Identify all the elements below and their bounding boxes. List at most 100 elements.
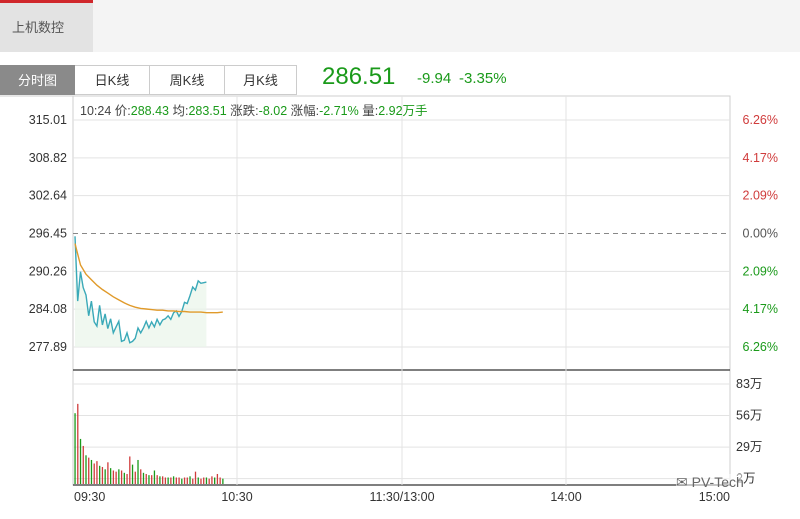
volume-bar [85, 455, 87, 484]
volume-tick-label: 29万 [736, 440, 762, 454]
price-change-pct: -3.35% [459, 70, 507, 87]
volume-bar [79, 438, 82, 484]
volume-bar [131, 464, 134, 484]
price-change: -9.94 [417, 70, 452, 87]
info-price-label: 价: [114, 104, 131, 118]
volume-bar [216, 473, 219, 484]
tab-daily-k[interactable]: 日K线 [75, 65, 150, 95]
info-vol: 2.92万手 [378, 104, 428, 118]
y-tick-pct-label: 4.17% [743, 151, 778, 165]
volume-bar [219, 477, 221, 484]
volume-bar [222, 478, 224, 484]
price-area [75, 236, 207, 347]
volume-bar [151, 475, 153, 484]
y-tick-pct-label: 0.00% [743, 227, 778, 241]
tab-monthly-k[interactable]: 月K线 [225, 65, 297, 95]
volume-tick-label: 83万 [736, 377, 762, 391]
volume-bar [172, 476, 175, 484]
watermark-text: PV-Tech [691, 474, 744, 490]
period-tabs: 分时图 日K线 周K线 月K线 [0, 65, 297, 95]
volume-bar [189, 476, 191, 484]
x-tick-label: 15:00 [699, 490, 730, 504]
volume-bar [115, 471, 117, 484]
volume-bar [129, 456, 131, 484]
current-price: 286.51 [322, 63, 396, 90]
x-tick-label: 11:30/13:00 [369, 490, 434, 504]
volume-bar [96, 461, 98, 484]
active-indicator [0, 0, 93, 3]
tab-weekly-k[interactable]: 周K线 [150, 65, 225, 95]
volume-bar [77, 403, 79, 484]
volume-bar [126, 473, 128, 484]
info-change: -8.02 [258, 104, 288, 118]
volume-bar [203, 477, 205, 484]
y-tick-pct-label: 4.17% [743, 302, 778, 316]
volume-bar [101, 466, 104, 484]
y-tick-pct-label: 6.26% [743, 340, 778, 354]
volume-bar [93, 463, 95, 484]
volume-bar [140, 469, 142, 484]
volume-bar [208, 478, 210, 484]
volume-bar [104, 469, 106, 484]
tab-intraday[interactable]: 分时图 [0, 65, 75, 95]
y-tick-pct-label: 6.26% [743, 113, 778, 127]
volume-bar [175, 477, 177, 484]
volume-bar [88, 457, 90, 484]
volume-bar [90, 459, 93, 484]
y-tick-label: 296.45 [29, 227, 67, 241]
volume-bar [109, 468, 112, 484]
volume-bar [137, 459, 139, 484]
volume-bar [120, 470, 123, 484]
volume-bar [211, 476, 213, 484]
volume-bar [183, 477, 186, 484]
volume-bar [82, 445, 84, 484]
y-tick-label: 308.82 [29, 151, 67, 165]
volume-tick-label: 56万 [736, 409, 762, 423]
volume-bar [194, 471, 197, 484]
info-change-label: 涨跌: [230, 104, 259, 118]
volume-bar [197, 477, 199, 484]
stock-name-tab[interactable]: 上机数控 [0, 3, 93, 52]
volume-bar [148, 475, 150, 484]
info-vol-label: 量: [362, 104, 379, 118]
volume-bar [118, 469, 120, 484]
top-bar [0, 0, 800, 52]
volume-bar [145, 473, 147, 484]
volume-bar [156, 475, 158, 484]
x-tick-label: 10:30 [221, 490, 252, 504]
volume-bar [170, 477, 172, 484]
volume-bar [164, 477, 167, 484]
volume-bar [162, 476, 164, 484]
x-tick-label: 09:30 [74, 490, 105, 504]
y-tick-label: 290.26 [29, 264, 67, 278]
volume-bar [167, 477, 169, 484]
volume-bar [134, 471, 136, 484]
y-tick-label: 284.08 [29, 302, 67, 316]
volume-bar [178, 477, 180, 484]
info-time: 10:24 [80, 104, 112, 118]
info-bar: 10:24 价:288.43 均:283.51 涨跌:-8.02 涨幅:-2.7… [80, 100, 428, 119]
volume-bar [123, 472, 125, 484]
average-line [74, 243, 223, 314]
y-tick-pct-label: 2.09% [743, 264, 778, 278]
watermark: ✉ PV-Tech [676, 474, 744, 491]
info-avg-label: 均: [172, 104, 189, 118]
volume-bar [74, 413, 76, 484]
y-tick-label: 277.89 [29, 340, 67, 354]
volume-bar [107, 462, 109, 484]
volume-bar [112, 470, 115, 484]
y-tick-label: 302.64 [29, 189, 67, 203]
wechat-icon: ✉ [676, 474, 688, 490]
volume-bar [186, 477, 188, 484]
info-price: 288.43 [130, 104, 169, 118]
volume-bar [205, 477, 208, 484]
volume-bar [159, 476, 161, 484]
volume-bar [99, 465, 101, 484]
volume-bar [153, 470, 156, 484]
volume-bar [181, 478, 183, 484]
volume-bar [214, 477, 216, 484]
y-tick-pct-label: 2.09% [743, 189, 778, 203]
volume-bar [142, 472, 145, 484]
x-tick-label: 14:00 [550, 490, 581, 504]
